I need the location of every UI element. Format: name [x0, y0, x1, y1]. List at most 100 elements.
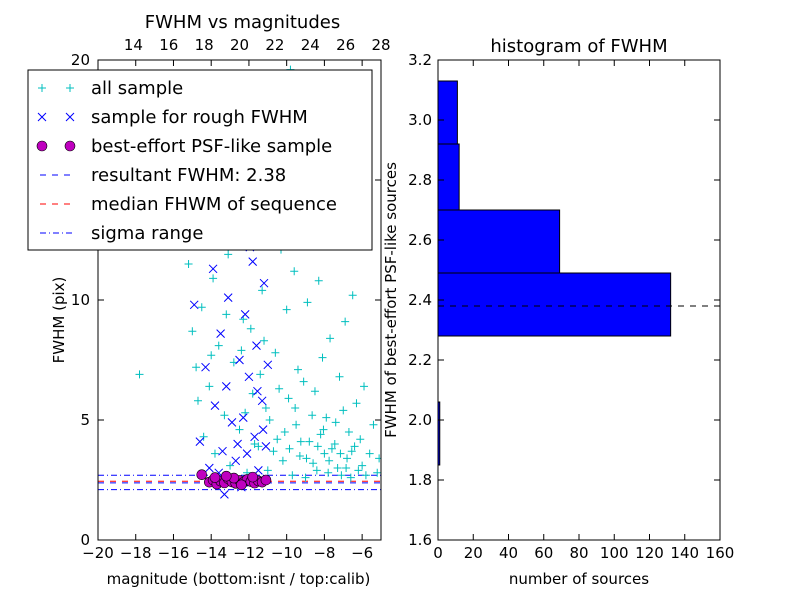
legend-marker-best-effort-psf-like-sample-1: [64, 140, 76, 152]
point-best-effort-psf-like-sample-0: [196, 469, 208, 481]
point-all-sample-51: [316, 430, 325, 439]
hist-y-tick-label-6: 2.8: [408, 171, 432, 189]
point-sample-for-rough-fwhm-32: [233, 439, 242, 449]
histogram-bar-4: [437, 143, 460, 211]
point-all-sample-8: [205, 382, 214, 391]
hist-y-tick-label-8: 3.2: [408, 51, 432, 69]
point-all-sample-55: [324, 468, 333, 477]
x-tick-label-2: −16: [158, 544, 190, 562]
point-all-sample-59: [331, 418, 340, 427]
point-sample-for-rough-fwhm-19: [242, 449, 252, 458]
point-sample-for-rough-fwhm-31: [220, 490, 229, 499]
point-all-sample-5: [197, 303, 206, 312]
point-all-sample-18: [235, 425, 244, 434]
point-all-sample-38: [292, 420, 301, 429]
point-all-sample-90: [285, 444, 294, 453]
x-tick-label-1: −18: [120, 544, 152, 562]
hist-x-tick-label-1: 20: [464, 544, 483, 562]
point-all-sample-14: [224, 250, 233, 259]
right-chart-title: histogram of FWHM: [490, 36, 667, 57]
legend-label-best-effort-psf-like-sample: best-effort PSF-like sample: [91, 136, 332, 157]
point-all-sample-74: [360, 382, 369, 391]
point-all-sample-89: [280, 428, 289, 436]
point-all-sample-92: [296, 437, 305, 446]
point-sample-for-rough-fwhm-28: [259, 278, 269, 288]
point-sample-for-rough-fwhm-10: [223, 293, 233, 302]
point-best-effort-psf-like-sample-20: [236, 479, 247, 491]
legend-marker-all-sample-1: [66, 84, 74, 92]
point-sample-for-rough-fwhm-14: [231, 456, 241, 466]
point-all-sample-76: [365, 449, 374, 458]
legend: all sample sample for rough FWHM best-effo…: [27, 69, 373, 251]
x-tick-label-0: −20: [82, 544, 114, 562]
legend-marker-all-sample-0: [38, 84, 46, 92]
point-all-sample-78: [373, 468, 381, 477]
top-x-tick-label-3: 20: [230, 36, 249, 54]
point-sample-for-rough-fwhm-1: [195, 437, 205, 446]
top-x-tick-label-5: 24: [301, 36, 320, 54]
x-tick-label-5: −10: [271, 544, 303, 562]
point-sample-for-rough-fwhm-34: [253, 386, 262, 396]
legend-label-all-sample: all sample: [91, 78, 183, 99]
point-all-sample-91: [291, 404, 300, 412]
x-tick-label-6: −8: [313, 544, 335, 562]
point-all-sample-42: [299, 377, 308, 386]
point-all-sample-0: [135, 370, 144, 379]
hist-x-tick-label-3: 60: [534, 544, 553, 562]
point-all-sample-57: [327, 444, 336, 453]
point-all-sample-47: [309, 459, 318, 468]
legend-marker-sample-for-rough-fwhm-0: [37, 112, 47, 122]
point-all-sample-69: [350, 442, 359, 451]
point-sample-for-rough-fwhm-9: [221, 382, 231, 391]
point-sample-for-rough-fwhm-27: [257, 396, 267, 406]
point-best-effort-psf-like-sample-21: [220, 470, 232, 482]
x-tick-label-4: −12: [233, 544, 265, 562]
point-sample-for-rough-fwhm-23: [250, 432, 259, 442]
point-all-sample-25: [258, 286, 267, 295]
point-sample-for-rough-fwhm-7: [216, 329, 225, 338]
top-x-tick-label-0: 14: [124, 36, 143, 54]
point-all-sample-49: [312, 466, 321, 475]
hist-x-tick-label-8: 160: [706, 544, 735, 562]
right-y-axis-label: FWHM of best-effort PSF-like sources: [382, 162, 400, 438]
point-sample-for-rough-fwhm-35: [258, 425, 268, 434]
point-all-sample-9: [209, 274, 218, 283]
left-chart-title: FWHM vs magnitudes: [145, 12, 340, 33]
point-all-sample-15: [226, 461, 235, 470]
point-all-sample-50: [314, 276, 323, 285]
point-all-sample-84: [256, 370, 265, 379]
point-all-sample-36: [288, 471, 297, 480]
point-all-sample-97: [325, 456, 334, 465]
point-all-sample-71: [354, 466, 363, 475]
hist-x-tick-label-0: 0: [433, 544, 443, 562]
point-all-sample-70: [352, 399, 361, 408]
point-sample-for-rough-fwhm-20: [244, 372, 254, 382]
y-tick-label-2: 10: [71, 291, 90, 309]
point-all-sample-4: [193, 396, 202, 405]
point-sample-for-rough-fwhm-12: [227, 418, 237, 427]
legend-box: [27, 69, 373, 251]
point-all-sample-61: [335, 372, 344, 381]
legend-label-sigma-range: sigma range: [91, 223, 203, 244]
point-sample-for-rough-fwhm-3: [204, 463, 214, 473]
point-all-sample-72: [356, 435, 365, 444]
point-all-sample-88: [275, 384, 284, 393]
hist-y-tick-label-5: 2.6: [408, 231, 432, 249]
hist-y-tick-label-4: 2.4: [408, 291, 432, 309]
x-tick-label-3: −14: [195, 544, 227, 562]
x-tick-label-7: −6: [351, 544, 373, 562]
right-x-axis-label: number of sources: [509, 570, 649, 588]
left-y-axis-label: FWHM (pix): [50, 277, 68, 364]
histogram-bar-3: [437, 209, 561, 274]
point-all-sample-33: [282, 305, 291, 314]
point-all-sample-54: [322, 413, 331, 422]
point-all-sample-26: [261, 404, 270, 412]
hist-x-tick-label-4: 80: [569, 544, 588, 562]
point-sample-for-rough-fwhm-8: [218, 446, 227, 456]
point-sample-for-rough-fwhm-29: [261, 442, 271, 451]
point-all-sample-3: [192, 363, 201, 372]
point-all-sample-85: [260, 336, 269, 345]
point-all-sample-39: [293, 365, 302, 374]
point-all-sample-65: [343, 454, 352, 463]
